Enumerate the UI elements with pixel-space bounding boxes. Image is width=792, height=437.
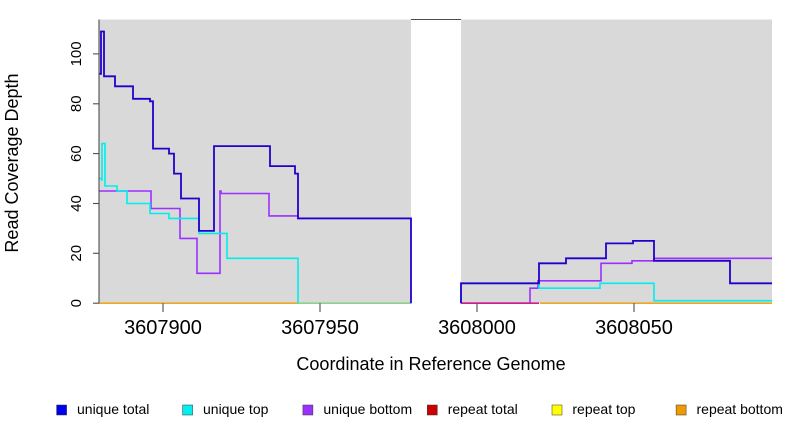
svg-text:3607950: 3607950 xyxy=(281,317,359,339)
svg-text:3608050: 3608050 xyxy=(595,317,673,339)
svg-text:unique bottom: unique bottom xyxy=(323,401,412,417)
svg-text:Read Coverage Depth: Read Coverage Depth xyxy=(2,73,22,252)
svg-text:repeat total: repeat total xyxy=(448,401,518,417)
svg-text:3607900: 3607900 xyxy=(124,317,202,339)
svg-text:60: 60 xyxy=(68,145,85,162)
svg-text:100: 100 xyxy=(68,41,85,66)
svg-text:unique top: unique top xyxy=(203,401,269,417)
svg-text:3608000: 3608000 xyxy=(438,317,516,339)
svg-text:Coordinate in Reference Genome: Coordinate in Reference Genome xyxy=(296,354,565,374)
svg-text:40: 40 xyxy=(68,195,85,212)
svg-text:0: 0 xyxy=(68,299,85,307)
svg-text:80: 80 xyxy=(68,95,85,112)
svg-text:unique total: unique total xyxy=(77,401,149,417)
svg-text:20: 20 xyxy=(68,245,85,262)
svg-text:repeat top: repeat top xyxy=(572,401,635,417)
svg-text:repeat bottom: repeat bottom xyxy=(697,401,783,417)
